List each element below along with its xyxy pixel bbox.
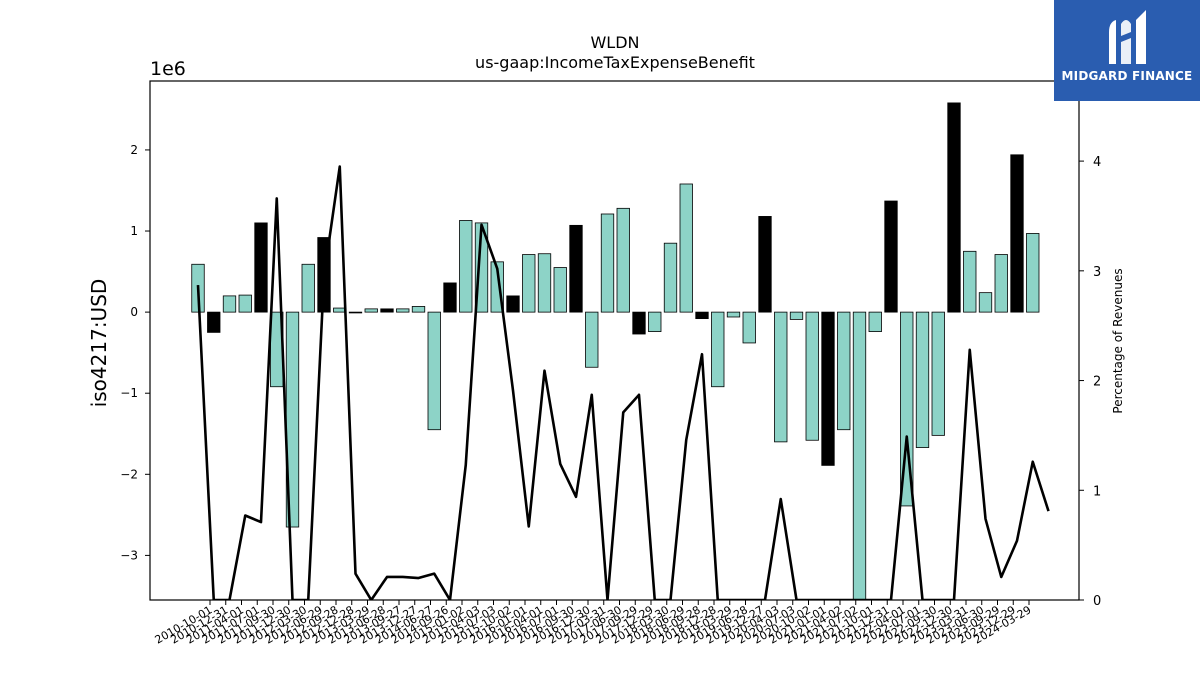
- y2-axis-ticks: 0 1 2 3 4: [1079, 155, 1101, 609]
- brand-logo: MIDGARD FINANCE: [1054, 0, 1200, 101]
- y2-tick-label: 0: [1093, 594, 1101, 609]
- bar: [821, 311, 835, 466]
- bar: [427, 311, 441, 431]
- y2-tick-label: 2: [1093, 375, 1101, 390]
- y2-tick-label: 3: [1093, 265, 1101, 280]
- bar: [789, 311, 804, 320]
- bar: [569, 224, 583, 313]
- chart-subtitle: us-gaap:IncomeTaxExpenseBenefit: [475, 53, 755, 72]
- ratio-line-group: [196, 165, 1050, 600]
- brand-name: MIDGARD FINANCE: [1061, 69, 1193, 83]
- bar: [884, 200, 898, 313]
- bar: [600, 213, 615, 313]
- y-axis-label: iso4217:USD: [87, 279, 111, 408]
- y-tick-label: 1: [130, 224, 138, 238]
- bar: [1026, 233, 1040, 313]
- midgard-mark-icon: [1109, 10, 1146, 64]
- bar: [837, 311, 851, 431]
- bar: [207, 311, 221, 333]
- x-axis-ticks: 2010-10-012010-12-312011-04-012011-07-01…: [153, 600, 1034, 647]
- bar: [742, 311, 756, 344]
- bar: [695, 311, 709, 320]
- bar: [537, 253, 552, 313]
- bar: [632, 311, 646, 335]
- bar: [978, 292, 993, 313]
- bar: [459, 220, 473, 313]
- bar: [238, 294, 252, 313]
- y-axis-ticks: −3 −2 −1 0 1 2: [120, 143, 150, 562]
- bar: [774, 311, 788, 443]
- bar: [364, 308, 378, 313]
- bar: [1010, 154, 1024, 313]
- bar: [758, 216, 772, 313]
- y2-axis-label: Percentage of Revenues: [1111, 268, 1125, 413]
- bar: [852, 311, 867, 600]
- bar: [648, 311, 662, 332]
- bar: [506, 295, 520, 313]
- bar: [443, 282, 457, 313]
- y-tick-label: −2: [120, 467, 138, 481]
- y-tick-label: −3: [120, 548, 138, 562]
- bar: [380, 308, 394, 313]
- y-tick-label: 2: [130, 143, 138, 157]
- bar: [522, 254, 536, 313]
- bar: [396, 308, 410, 313]
- bar: [411, 306, 426, 313]
- bar: [994, 254, 1008, 313]
- bar: [711, 311, 725, 388]
- bar: [931, 311, 945, 436]
- y-tick-label: 0: [130, 305, 138, 319]
- bar: [915, 311, 930, 448]
- y2-tick-label: 1: [1093, 484, 1101, 499]
- y-tick-label: −1: [120, 386, 138, 400]
- bar: [947, 102, 961, 313]
- bar: [663, 242, 678, 313]
- bar: [585, 311, 599, 368]
- bar: [616, 207, 630, 313]
- bar: [222, 295, 237, 313]
- bar: [348, 311, 363, 314]
- bar: [301, 263, 315, 313]
- y-offset-label: 1e6: [150, 58, 186, 80]
- chart-title: WLDN: [590, 33, 639, 52]
- bar: [868, 311, 882, 332]
- bar: [726, 311, 741, 318]
- y2-tick-label: 4: [1093, 155, 1101, 170]
- bar: [805, 311, 819, 441]
- bar: [679, 183, 693, 313]
- plot-frame: [149, 80, 1080, 601]
- bar-group: [191, 102, 1040, 600]
- bar: [553, 267, 567, 313]
- bar: [963, 250, 977, 313]
- bar: [254, 222, 268, 313]
- ratio-line: [196, 165, 1050, 600]
